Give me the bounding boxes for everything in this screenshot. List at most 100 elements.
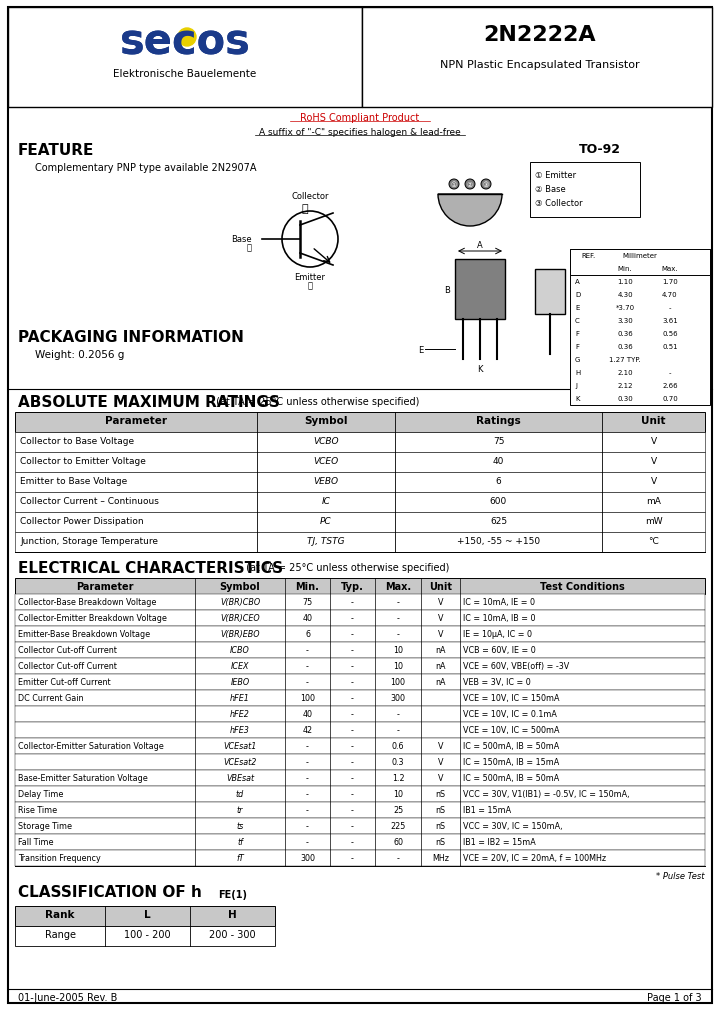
Text: IC = 500mA, IB = 50mA: IC = 500mA, IB = 50mA — [463, 773, 559, 783]
Text: Collector Power Dissipation: Collector Power Dissipation — [20, 517, 143, 526]
Text: VEB = 3V, IC = 0: VEB = 3V, IC = 0 — [463, 677, 531, 686]
Text: Storage Time: Storage Time — [18, 821, 72, 830]
Text: Range: Range — [45, 929, 76, 939]
Text: VCC = 30V, V1(IB1) = -0.5V, IC = 150mA,: VCC = 30V, V1(IB1) = -0.5V, IC = 150mA, — [463, 790, 629, 799]
Text: nA: nA — [436, 677, 446, 686]
Circle shape — [449, 180, 459, 190]
Text: 0.36: 0.36 — [617, 344, 633, 350]
Text: V: V — [438, 741, 444, 750]
Text: REF.: REF. — [581, 253, 595, 259]
Text: ①: ① — [451, 182, 457, 188]
Text: VCE = 60V, VBE(off) = -3V: VCE = 60V, VBE(off) = -3V — [463, 661, 570, 670]
Text: F: F — [575, 331, 579, 337]
Text: (at TA = 25°C unless otherwise specified): (at TA = 25°C unless otherwise specified… — [213, 396, 419, 406]
Text: -: - — [351, 614, 354, 623]
Bar — [15, 453, 705, 472]
Bar — [15, 770, 705, 787]
Text: MHz: MHz — [432, 853, 449, 862]
Text: 75: 75 — [492, 437, 504, 446]
Text: -: - — [306, 805, 309, 814]
Text: -: - — [351, 630, 354, 638]
Text: -: - — [306, 757, 309, 766]
Text: nS: nS — [436, 821, 446, 830]
Text: nS: nS — [436, 837, 446, 846]
Bar — [15, 850, 705, 866]
Text: F: F — [575, 344, 579, 350]
Text: *3.70: *3.70 — [616, 304, 634, 310]
Text: 0.70: 0.70 — [662, 395, 678, 401]
Text: Base: Base — [231, 235, 252, 244]
Text: V(BR)CEO: V(BR)CEO — [220, 614, 260, 623]
Text: 100 - 200: 100 - 200 — [124, 929, 171, 939]
Text: E: E — [575, 304, 580, 310]
Text: V: V — [650, 457, 657, 465]
Bar — [15, 472, 705, 492]
Text: nS: nS — [436, 805, 446, 814]
Text: 6: 6 — [495, 476, 501, 485]
Text: 0.51: 0.51 — [662, 344, 678, 350]
Text: Rise Time: Rise Time — [18, 805, 57, 814]
Text: ICEX: ICEX — [230, 661, 249, 670]
Text: 4.70: 4.70 — [662, 292, 678, 297]
Text: IC = 500mA, IB = 50mA: IC = 500mA, IB = 50mA — [463, 741, 559, 750]
Text: Collector-Emitter Saturation Voltage: Collector-Emitter Saturation Voltage — [18, 741, 163, 750]
Bar — [15, 691, 705, 707]
Text: Collector to Emitter Voltage: Collector to Emitter Voltage — [20, 457, 146, 465]
Bar — [15, 513, 705, 533]
Text: 10: 10 — [393, 661, 403, 670]
Text: -: - — [397, 630, 400, 638]
Text: nA: nA — [436, 645, 446, 654]
Text: Ⓐ: Ⓐ — [307, 281, 312, 290]
Text: IB1 = IB2 = 15mA: IB1 = IB2 = 15mA — [463, 837, 536, 846]
Text: TJ, TSTG: TJ, TSTG — [307, 537, 345, 546]
Text: IC: IC — [322, 496, 330, 506]
Text: -: - — [306, 837, 309, 846]
Bar — [530, 163, 640, 217]
Text: VCE = 10V, IC = 0.1mA: VCE = 10V, IC = 0.1mA — [463, 710, 557, 718]
Text: -: - — [351, 805, 354, 814]
Circle shape — [465, 180, 475, 190]
Text: Transition Frequency: Transition Frequency — [18, 853, 101, 862]
Wedge shape — [438, 195, 502, 226]
Text: 1.10: 1.10 — [617, 279, 633, 285]
Text: J: J — [575, 382, 577, 388]
Bar — [15, 433, 705, 453]
Text: 600: 600 — [490, 496, 507, 506]
Text: -: - — [306, 677, 309, 686]
Text: Rank: Rank — [45, 909, 75, 919]
Text: A: A — [477, 241, 483, 250]
Text: 4.30: 4.30 — [617, 292, 633, 297]
Text: -: - — [306, 661, 309, 670]
Text: ②: ② — [467, 182, 473, 188]
Text: 40: 40 — [302, 614, 312, 623]
Text: -: - — [351, 598, 354, 607]
Text: VCE = 20V, IC = 20mA, f = 100MHz: VCE = 20V, IC = 20mA, f = 100MHz — [463, 853, 606, 862]
Text: -: - — [351, 853, 354, 862]
Bar — [15, 834, 705, 850]
Text: V(BR)CBO: V(BR)CBO — [220, 598, 260, 607]
Text: PACKAGING INFORMATION: PACKAGING INFORMATION — [18, 330, 244, 345]
Text: 1.2: 1.2 — [392, 773, 405, 783]
Text: Base-Emitter Saturation Voltage: Base-Emitter Saturation Voltage — [18, 773, 148, 783]
Text: V: V — [438, 630, 444, 638]
Text: -: - — [397, 725, 400, 734]
Text: 40: 40 — [492, 457, 504, 465]
Text: +150, -55 ~ +150: +150, -55 ~ +150 — [457, 537, 540, 546]
Text: -: - — [351, 694, 354, 703]
Text: -: - — [351, 757, 354, 766]
Bar — [455, 260, 505, 319]
Text: Collector Cut-off Current: Collector Cut-off Current — [18, 645, 117, 654]
Text: TO-92: TO-92 — [579, 143, 621, 156]
Text: VCE = 10V, IC = 150mA: VCE = 10V, IC = 150mA — [463, 694, 559, 703]
Text: V: V — [438, 757, 444, 766]
Text: 3.30: 3.30 — [617, 317, 633, 324]
Text: ② Base: ② Base — [535, 185, 566, 194]
Text: Max.: Max. — [662, 266, 678, 272]
Text: 6: 6 — [305, 630, 310, 638]
Text: Test Conditions: Test Conditions — [540, 581, 625, 591]
Text: ELECTRICAL CHARACTERISTICS: ELECTRICAL CHARACTERISTICS — [18, 560, 283, 575]
Text: VCE = 10V, IC = 500mA: VCE = 10V, IC = 500mA — [463, 725, 559, 734]
Text: 625: 625 — [490, 517, 507, 526]
Text: 01-June-2005 Rev. B: 01-June-2005 Rev. B — [18, 992, 117, 1002]
Text: -: - — [351, 773, 354, 783]
